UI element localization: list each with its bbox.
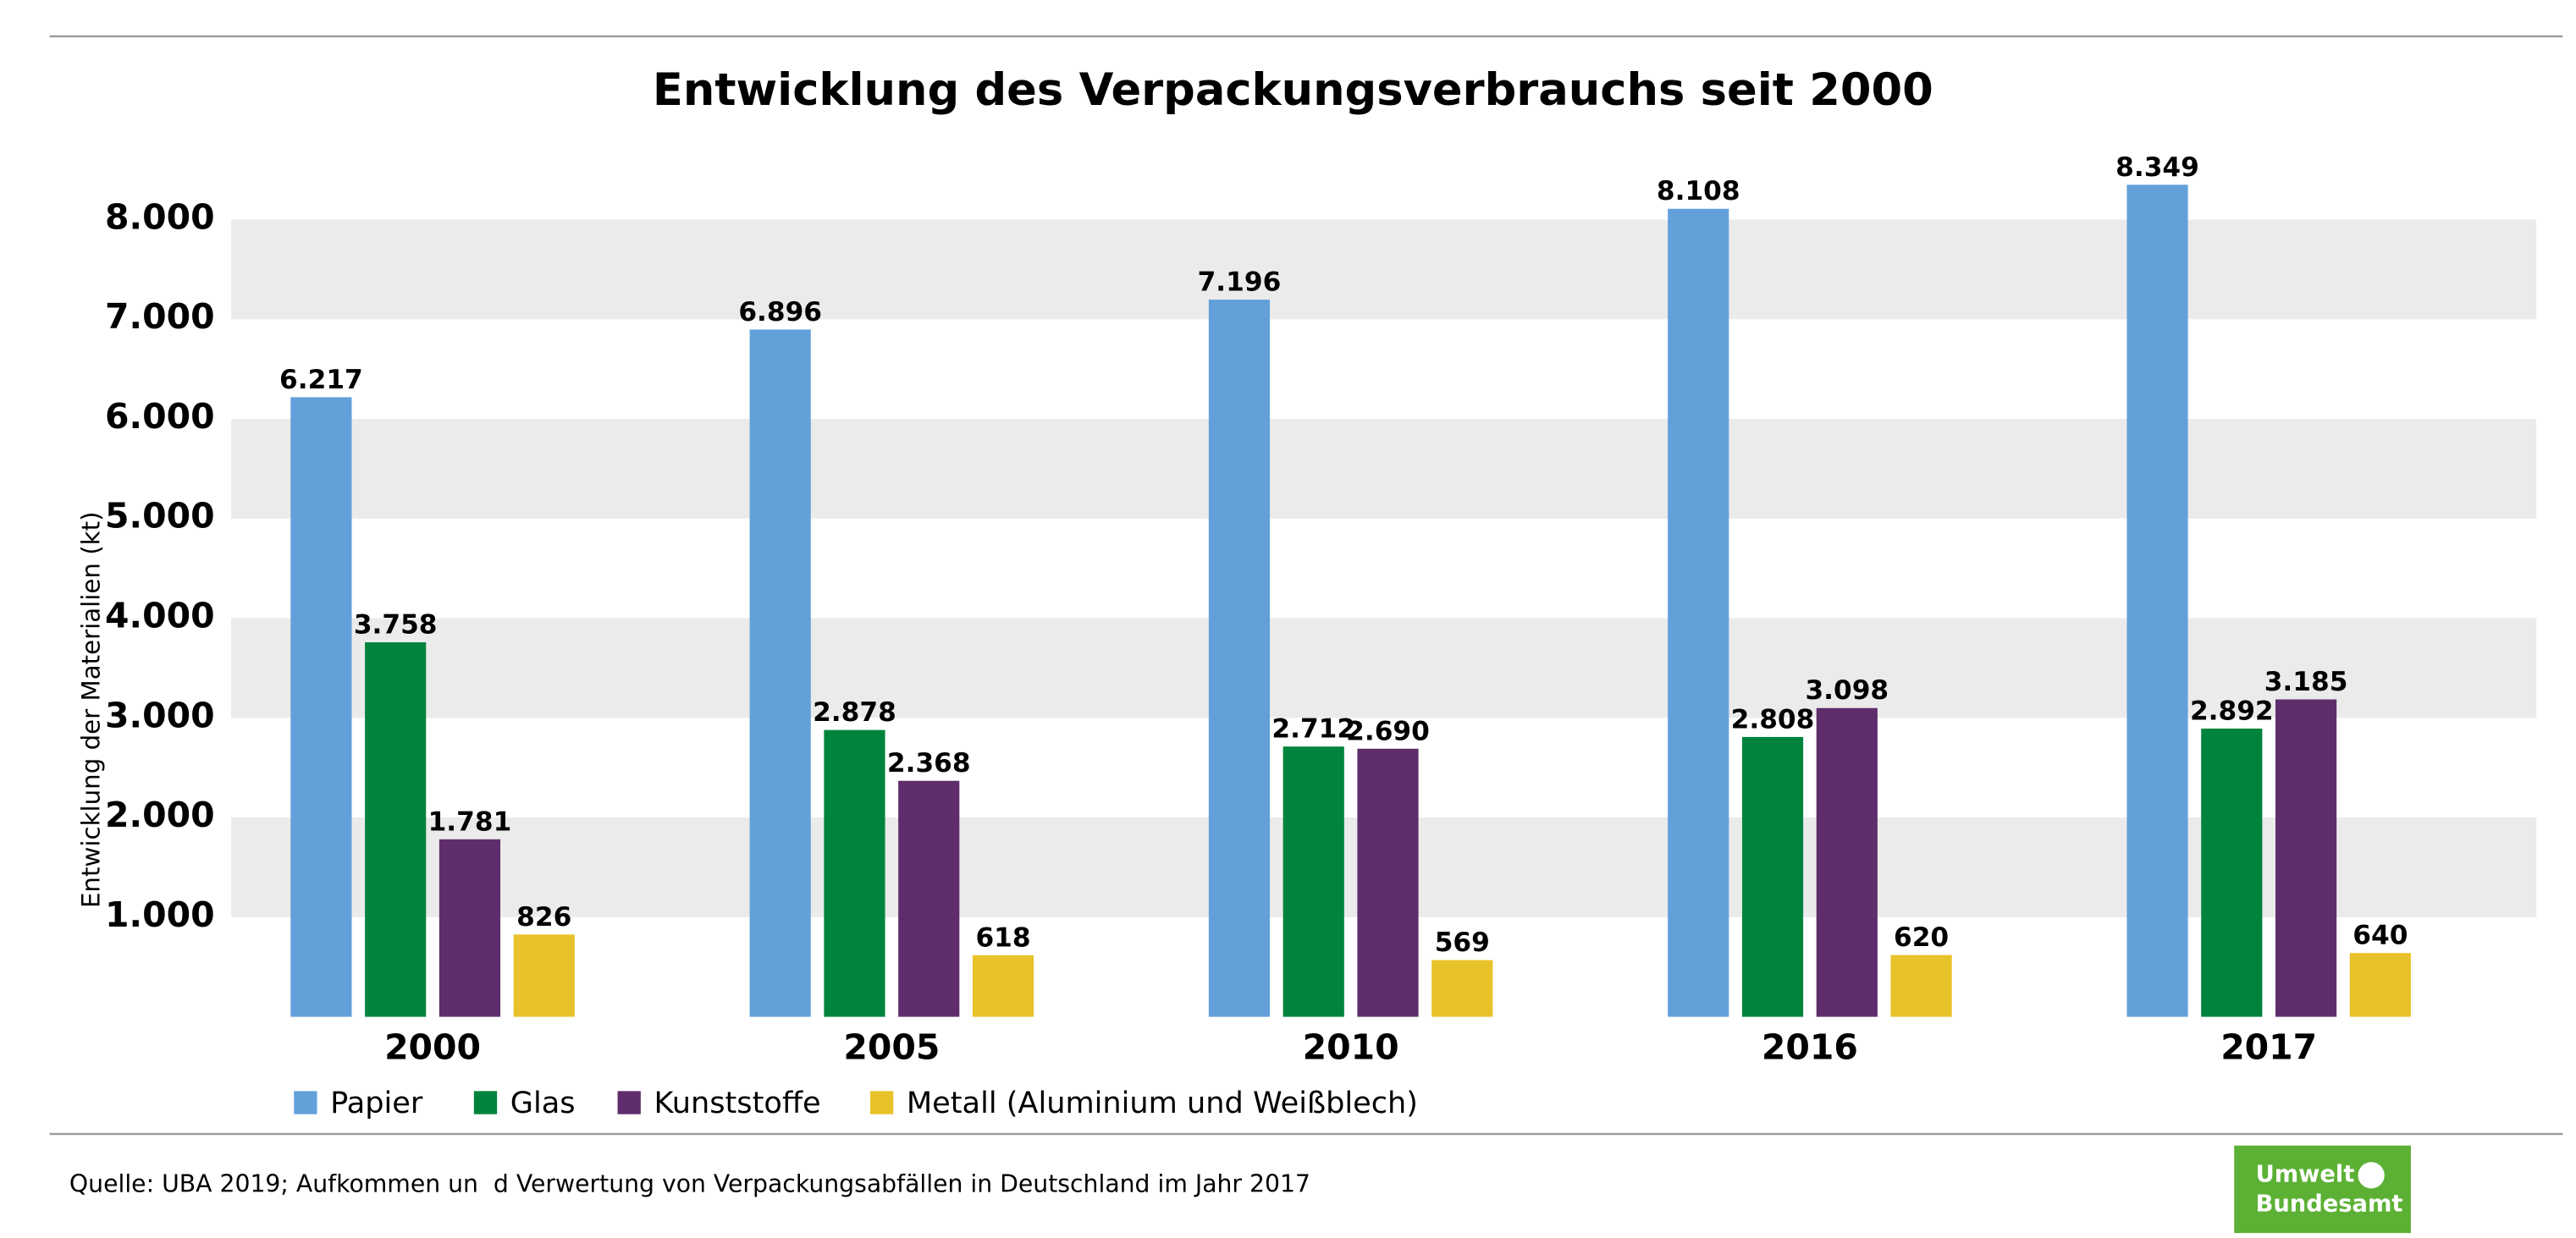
data-label: 640 (2353, 921, 2408, 951)
data-label: 3.185 (2264, 667, 2348, 697)
bar (290, 397, 352, 1017)
logo-box (2234, 1145, 2411, 1234)
data-label: 3.098 (1805, 675, 1889, 706)
x-tick-label: 2010 (1303, 1027, 1399, 1068)
data-label: 6.896 (738, 297, 822, 327)
data-label: 618 (975, 922, 1030, 953)
bar (2201, 729, 2263, 1017)
data-label: 7.196 (1198, 267, 1282, 298)
x-tick-label: 2016 (1762, 1027, 1858, 1068)
legend-swatch (869, 1091, 894, 1114)
data-label: 620 (1894, 922, 1949, 953)
bar (513, 934, 575, 1017)
y-tick-label: 4.000 (105, 596, 215, 636)
bar (1668, 208, 1729, 1017)
data-label: 2.368 (887, 748, 971, 779)
data-label: 2.712 (1271, 714, 1355, 745)
data-label: 8.108 (1657, 176, 1740, 206)
data-label: 3.758 (354, 610, 438, 641)
bar (2275, 699, 2337, 1017)
y-tick-label: 5.000 (105, 496, 215, 536)
bar (749, 329, 811, 1017)
chart-title: Entwicklung des Verpackungsverbrauchs se… (653, 64, 1933, 116)
legend-swatch (473, 1091, 498, 1114)
x-tick-label: 2017 (2220, 1027, 2317, 1068)
grid-band (231, 219, 2537, 320)
y-tick-label: 1.000 (105, 894, 215, 935)
y-tick-label: 6.000 (105, 396, 215, 437)
bar (1816, 707, 1878, 1017)
data-label: 569 (1435, 927, 1490, 958)
bar (1208, 300, 1271, 1017)
data-label: 2.690 (1346, 716, 1430, 746)
bar (1890, 955, 1952, 1017)
bar (1357, 748, 1419, 1017)
data-label: 826 (516, 902, 571, 933)
bar (824, 729, 885, 1017)
bar (1741, 736, 1804, 1017)
data-label: 2.808 (1731, 704, 1815, 735)
bar (2126, 184, 2188, 1017)
bar (2349, 953, 2411, 1017)
y-tick-label: 2.000 (105, 795, 215, 835)
y-axis-label: Entwicklung der Materialien (kt) (77, 512, 106, 909)
legend-swatch (617, 1091, 641, 1114)
x-tick-label: 2005 (843, 1027, 940, 1068)
logo-icon (2358, 1162, 2385, 1189)
bar (439, 839, 501, 1017)
data-label: 6.217 (279, 365, 363, 395)
data-label: 1.781 (428, 806, 512, 837)
legend-swatch (294, 1091, 317, 1114)
data-label: 2.892 (2190, 696, 2274, 727)
legend-label: Papier (330, 1086, 423, 1120)
bar (898, 780, 960, 1017)
legend-label: Metall (Aluminium und Weißblech) (907, 1086, 1418, 1120)
y-tick-label: 8.000 (105, 196, 215, 237)
bar (972, 955, 1034, 1017)
logo-text: Umwelt (2256, 1161, 2355, 1187)
grid-band (231, 418, 2537, 519)
bar (365, 642, 427, 1017)
logo-text: Bundesamt (2256, 1191, 2403, 1217)
y-tick-label: 7.000 (105, 296, 215, 337)
bar (1282, 746, 1344, 1017)
data-label: 2.878 (813, 697, 896, 728)
legend-label: Kunststoffe (654, 1086, 820, 1120)
legend-label: Glas (510, 1086, 576, 1120)
source: Quelle: UBA 2019; Aufkommen un d Verwert… (69, 1170, 1310, 1198)
data-label: 8.349 (2115, 152, 2199, 183)
y-tick-label: 3.000 (105, 695, 215, 735)
x-tick-label: 2000 (384, 1027, 481, 1068)
bar (1431, 960, 1493, 1017)
